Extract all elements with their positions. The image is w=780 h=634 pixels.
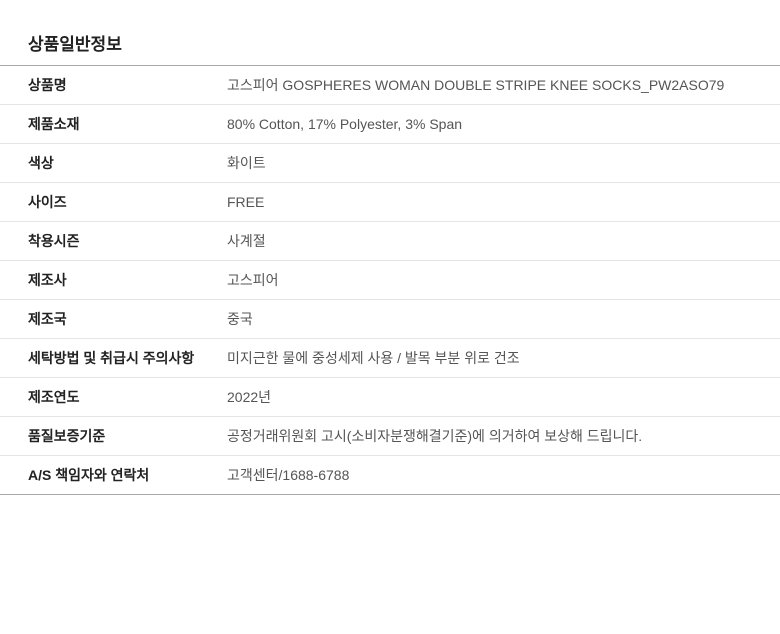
row-value: 사계절 <box>227 233 266 249</box>
row-label: 세탁방법 및 취급시 주의사항 <box>28 350 195 366</box>
table-row: 색상 화이트 <box>0 144 780 183</box>
row-value: 미지근한 물에 중성세제 사용 / 발목 부분 위로 건조 <box>227 350 520 366</box>
table-row: 제조연도 2022년 <box>0 378 780 417</box>
product-info-table: 상품명 고스피어 GOSPHERES WOMAN DOUBLE STRIPE KN… <box>0 65 780 495</box>
table-row: 사이즈 FREE <box>0 183 780 222</box>
table-row: 착용시즌 사계절 <box>0 222 780 261</box>
row-label: A/S 책임자와 연락처 <box>28 467 150 483</box>
table-row: A/S 책임자와 연락처 고객센터/1688-6788 <box>0 456 780 494</box>
table-row: 상품명 고스피어 GOSPHERES WOMAN DOUBLE STRIPE KN… <box>0 66 780 105</box>
row-value: 2022년 <box>227 389 272 405</box>
row-label: 제조국 <box>28 311 67 327</box>
row-value: 80% Cotton, 17% Polyester, 3% Span <box>227 116 463 132</box>
row-value: 화이트 <box>227 155 266 171</box>
table-row: 제조국 중국 <box>0 300 780 339</box>
row-value: 고객센터/1688-6788 <box>227 467 350 483</box>
row-value: 고스피어 GOSPHERES WOMAN DOUBLE STRIPE KNEE … <box>227 77 725 93</box>
row-label: 제조연도 <box>28 389 80 405</box>
section-title: 상품일반정보 <box>28 35 122 54</box>
row-label: 상품명 <box>28 77 67 93</box>
table-row: 세탁방법 및 취급시 주의사항 미지근한 물에 중성세제 사용 / 발목 부분 위… <box>0 339 780 378</box>
row-label: 품질보증기준 <box>28 428 106 444</box>
row-value: FREE <box>227 194 265 210</box>
row-label: 제조사 <box>28 272 67 288</box>
row-label: 사이즈 <box>28 194 67 210</box>
row-label: 제품소재 <box>28 116 80 132</box>
table-row: 제조사 고스피어 <box>0 261 780 300</box>
table-row: 품질보증기준 공정거래위원회 고시(소비자분쟁해결기준)에 의거하여 보상해 드립… <box>0 417 780 456</box>
row-value: 중국 <box>227 311 253 327</box>
row-label: 착용시즌 <box>28 233 80 249</box>
table-row: 제품소재 80% Cotton, 17% Polyester, 3% Span <box>0 105 780 144</box>
row-value: 공정거래위원회 고시(소비자분쟁해결기준)에 의거하여 보상해 드립니다. <box>227 428 643 444</box>
row-value: 고스피어 <box>227 272 279 288</box>
row-label: 색상 <box>28 155 54 171</box>
